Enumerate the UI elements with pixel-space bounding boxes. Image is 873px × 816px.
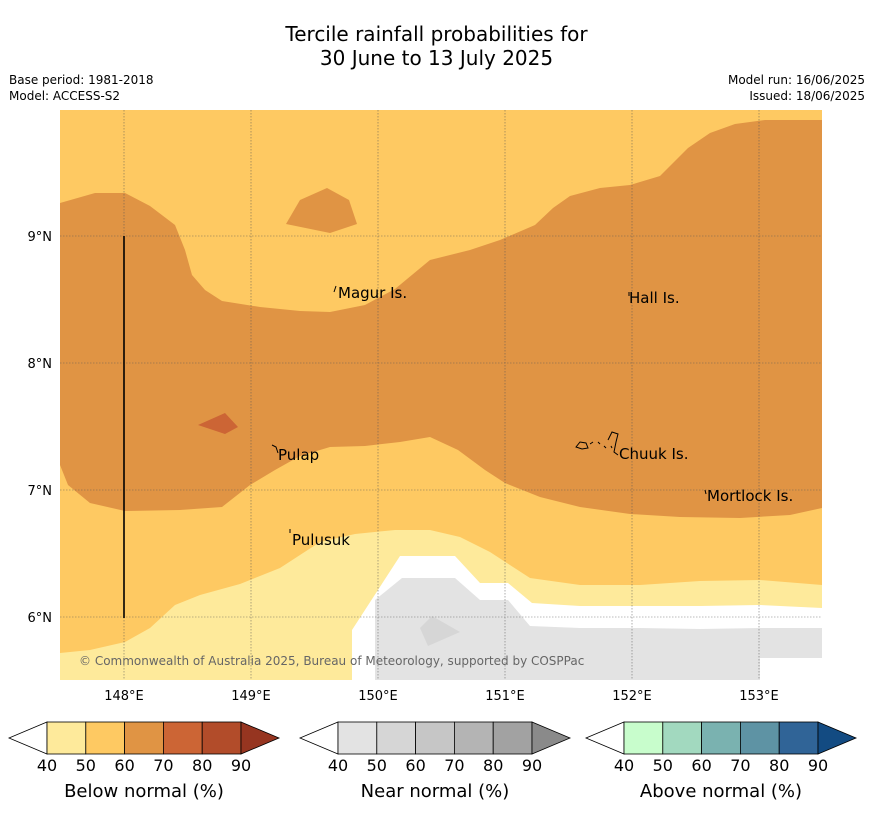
map-credit: © Commonwealth of Australia 2025, Bureau… xyxy=(79,654,584,668)
map-title: Tercile rainfall probabilities for 30 Ju… xyxy=(0,22,873,70)
lon-tick-150: 150°E xyxy=(358,689,398,704)
region-below-70-80 xyxy=(198,413,238,434)
legend-below-tick-2: 60 xyxy=(114,756,134,775)
legend-below-cell-1 xyxy=(85,721,126,755)
legend-below-tick-0: 40 xyxy=(37,756,57,775)
legend-label-near: Near normal (%) xyxy=(360,781,510,802)
legend-above-tick-5: 90 xyxy=(808,756,828,775)
region-near-blob xyxy=(420,616,460,646)
legend-near-tick-4: 80 xyxy=(483,756,503,775)
legend-below-low-arrow xyxy=(7,721,48,755)
legend-near-low-arrow xyxy=(298,721,339,755)
legend-label-above: Above normal (%) xyxy=(639,781,803,802)
legend-near-tick-5: 90 xyxy=(522,756,542,775)
legend-above-cell-0 xyxy=(623,721,664,755)
legend-above-cell-1 xyxy=(662,721,702,755)
legend-above-cell-4 xyxy=(778,721,819,755)
legend-near-cell-2 xyxy=(415,721,455,755)
legend-above-tick-4: 80 xyxy=(769,756,789,775)
legend-above-tick-1: 50 xyxy=(653,756,673,775)
legend-near-cell-3 xyxy=(453,721,494,755)
region-white-corner xyxy=(760,658,822,680)
model-run: Model run: 16/06/2025 xyxy=(727,73,865,87)
lat-tick-9: 9°N xyxy=(28,230,53,245)
lon-tick-152: 152°E xyxy=(612,689,652,704)
legend-above-tick-2: 60 xyxy=(691,756,711,775)
legend-below-cell-4 xyxy=(201,721,242,755)
map-area: Magur Is. Hall Is. Pulap Chuuk Is. Mortl… xyxy=(60,110,822,680)
lon-tick-151: 151°E xyxy=(485,689,525,704)
legend-near-tick-0: 40 xyxy=(328,756,348,775)
legend-below-tick-1: 50 xyxy=(76,756,96,775)
lat-tick-labels: 9°N 8°N 7°N 6°N xyxy=(28,230,53,626)
legend-above: 40 50 60 70 80 90 xyxy=(584,721,858,775)
issued-date: Issued: 18/06/2025 xyxy=(749,89,865,103)
legend-near-tick-1: 50 xyxy=(367,756,387,775)
meta-right: Model run: 16/06/2025 Issued: 18/06/2025 xyxy=(728,72,865,104)
legend-above-cell-3 xyxy=(740,721,780,755)
lat-tick-8: 8°N xyxy=(28,357,53,372)
legend-above-cell-2 xyxy=(701,721,741,755)
place-labels: Magur Is. Hall Is. Pulap Chuuk Is. Mortl… xyxy=(278,284,793,549)
legends: 40 50 60 70 80 90 40 50 60 70 80 90 40 50 60 70 80 90 xyxy=(7,721,858,775)
legend-near-cell-1 xyxy=(376,721,416,755)
legend-above-high-arrow xyxy=(817,721,858,755)
title-line-1: Tercile rainfall probabilities for xyxy=(285,22,588,46)
meta-left: Base period: 1981-2018 Model: ACCESS-S2 xyxy=(9,72,154,104)
legend-near-cell-0 xyxy=(337,721,378,755)
legend-above-low-arrow xyxy=(584,721,625,755)
legend-below: 40 50 60 70 80 90 xyxy=(7,721,281,775)
legend-below-cell-2 xyxy=(124,721,164,755)
label-magur: Magur Is. xyxy=(338,284,407,302)
legend-below-cell-0 xyxy=(46,721,87,755)
legend-below-cell-3 xyxy=(162,721,203,755)
legend-below-tick-4: 80 xyxy=(192,756,212,775)
label-hall: Hall Is. xyxy=(629,289,680,307)
legend-above-tick-3: 70 xyxy=(730,756,750,775)
lon-tick-149: 149°E xyxy=(231,689,271,704)
lat-tick-6: 6°N xyxy=(28,611,53,626)
lon-tick-labels: 148°E 149°E 150°E 151°E 152°E 153°E xyxy=(104,689,779,704)
model-name: Model: ACCESS-S2 xyxy=(9,89,121,103)
label-pulap: Pulap xyxy=(278,446,319,464)
label-chuuk: Chuuk Is. xyxy=(619,445,688,463)
legend-near-cell-4 xyxy=(492,721,533,755)
region-below-60-70-patch xyxy=(286,188,357,233)
region-below-60-70 xyxy=(60,120,822,518)
lon-tick-153: 153°E xyxy=(739,689,779,704)
legend-near-tick-3: 70 xyxy=(444,756,464,775)
lon-tick-148: 148°E xyxy=(104,689,144,704)
legend-near: 40 50 60 70 80 90 xyxy=(298,721,572,775)
region-near-40-50 xyxy=(375,578,822,680)
island-chuuk xyxy=(575,431,619,456)
legend-below-tick-3: 70 xyxy=(153,756,173,775)
island-markers xyxy=(271,285,707,533)
legend-near-high-arrow xyxy=(531,721,572,755)
island-mortlock xyxy=(704,489,707,495)
legend-above-tick-0: 40 xyxy=(614,756,634,775)
legend-label-below: Below normal (%) xyxy=(64,781,224,802)
base-period: Base period: 1981-2018 xyxy=(9,73,154,87)
legend-below-high-arrow xyxy=(240,721,281,755)
legend-below-tick-5: 90 xyxy=(231,756,251,775)
title-line-2: 30 June to 13 July 2025 xyxy=(319,46,554,70)
label-pulusuk: Pulusuk xyxy=(292,531,350,549)
label-mortlock: Mortlock Is. xyxy=(707,487,793,505)
legend-near-tick-2: 60 xyxy=(405,756,425,775)
lat-tick-7: 7°N xyxy=(28,484,53,499)
island-magur xyxy=(333,285,337,293)
island-pulap xyxy=(271,444,279,454)
